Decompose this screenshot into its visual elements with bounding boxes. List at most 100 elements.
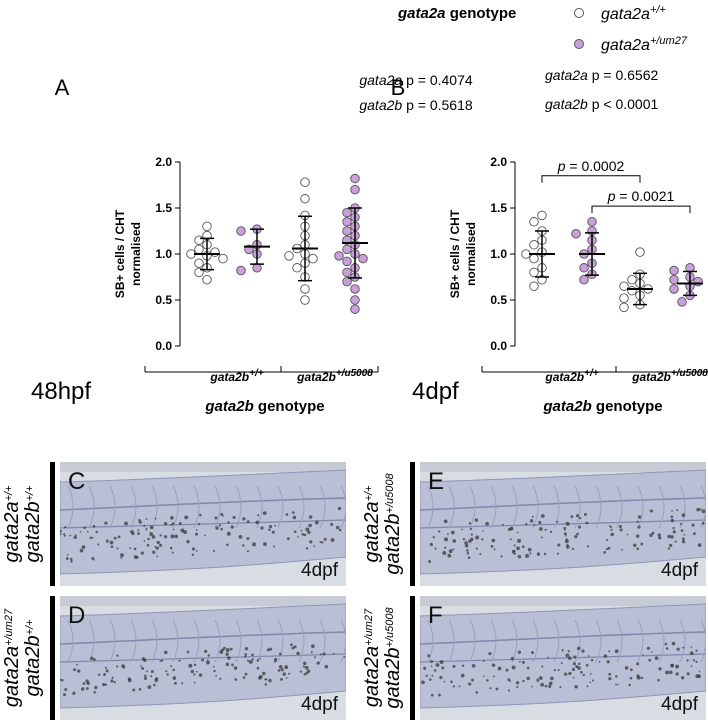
stained-cell bbox=[165, 670, 168, 673]
stained-cell bbox=[73, 535, 77, 540]
stained-cell bbox=[94, 685, 98, 690]
stained-cell bbox=[577, 666, 581, 670]
stained-cell bbox=[172, 528, 175, 531]
stained-cell bbox=[642, 654, 644, 656]
stained-cell bbox=[219, 650, 224, 654]
stained-cell bbox=[605, 548, 609, 551]
stained-cell bbox=[264, 678, 267, 681]
legend-label-1: gata2a+/um27 bbox=[601, 35, 688, 54]
stained-cell bbox=[145, 518, 148, 520]
stained-cell bbox=[587, 545, 590, 548]
stained-cell bbox=[439, 675, 443, 680]
legend-label-base: gata2a bbox=[601, 37, 650, 54]
somite bbox=[235, 485, 242, 529]
stained-cell bbox=[589, 681, 592, 684]
stained-cell bbox=[548, 681, 553, 686]
stained-cell bbox=[97, 673, 101, 676]
stained-cell bbox=[556, 520, 559, 523]
stained-cell bbox=[120, 553, 124, 558]
stained-cell bbox=[154, 517, 157, 520]
bracket-label-0: p = 0.0002 bbox=[557, 158, 625, 174]
stained-cell bbox=[640, 676, 644, 680]
somite bbox=[595, 619, 602, 663]
stained-cell bbox=[692, 532, 696, 536]
stained-cell bbox=[557, 543, 561, 547]
stained-cell bbox=[138, 687, 142, 691]
stained-cell bbox=[238, 534, 243, 539]
stained-cell bbox=[308, 523, 312, 528]
somite bbox=[553, 485, 560, 529]
stained-cell bbox=[536, 679, 540, 682]
stained-cell bbox=[285, 513, 289, 516]
stained-cell bbox=[153, 683, 156, 687]
stained-cell bbox=[93, 690, 96, 694]
stained-cell bbox=[568, 671, 572, 676]
data-point bbox=[693, 276, 703, 287]
data-point bbox=[342, 226, 352, 236]
series-3 bbox=[669, 263, 703, 307]
stained-cell bbox=[516, 685, 519, 689]
genotype-base: gata2b bbox=[382, 647, 404, 708]
stained-cell bbox=[124, 521, 128, 526]
somite bbox=[193, 485, 200, 529]
stained-cell bbox=[145, 527, 148, 530]
stained-cell bbox=[85, 687, 89, 690]
stained-cell bbox=[150, 670, 154, 673]
stained-cell bbox=[132, 688, 136, 692]
stained-cell bbox=[522, 679, 525, 683]
stained-cell bbox=[252, 542, 257, 547]
stained-cell bbox=[193, 663, 197, 667]
stained-cell bbox=[234, 678, 238, 681]
stained-cell bbox=[76, 669, 81, 673]
stained-cell bbox=[521, 660, 525, 664]
stained-cell bbox=[105, 669, 109, 673]
stained-cell bbox=[544, 528, 547, 531]
stained-cell bbox=[423, 666, 427, 670]
stained-cell bbox=[585, 521, 589, 525]
data-point bbox=[529, 217, 539, 227]
stained-cell bbox=[471, 678, 474, 682]
somite bbox=[700, 619, 706, 663]
stained-cell bbox=[242, 517, 246, 521]
somite bbox=[595, 485, 602, 529]
stained-cell bbox=[104, 666, 108, 669]
stained-cell bbox=[307, 530, 311, 535]
stained-cell bbox=[470, 533, 473, 536]
stained-cell bbox=[543, 552, 547, 556]
stat-gene: gata2a bbox=[359, 72, 402, 88]
stained-cell bbox=[681, 540, 686, 544]
stained-cell bbox=[183, 530, 187, 535]
image-top-band bbox=[60, 596, 346, 606]
panel-letter: B bbox=[391, 75, 406, 100]
stained-cell bbox=[147, 685, 152, 690]
somite bbox=[277, 485, 284, 529]
stained-cell bbox=[204, 649, 208, 654]
larva-image: 4dpf E bbox=[420, 462, 706, 586]
stained-cell bbox=[242, 676, 246, 679]
stained-cell bbox=[471, 663, 476, 668]
stained-cell bbox=[565, 521, 570, 526]
stained-cell bbox=[637, 515, 642, 519]
stained-cell bbox=[229, 647, 233, 651]
stained-cell bbox=[586, 685, 589, 688]
stained-cell bbox=[154, 545, 157, 548]
stained-cell bbox=[630, 668, 633, 672]
stained-cell bbox=[665, 647, 669, 650]
stained-cell bbox=[567, 650, 570, 653]
stained-cell bbox=[137, 532, 140, 535]
stained-cell bbox=[129, 547, 132, 550]
stained-cell bbox=[297, 536, 299, 538]
stained-cell bbox=[468, 682, 472, 686]
data-point bbox=[202, 221, 212, 232]
somite bbox=[340, 485, 346, 529]
stained-cell bbox=[429, 678, 432, 681]
stained-cell bbox=[93, 658, 96, 661]
stained-cell bbox=[433, 669, 437, 672]
stained-cell bbox=[266, 648, 270, 652]
stained-cell bbox=[574, 534, 578, 539]
stained-cell bbox=[572, 676, 575, 679]
somite bbox=[214, 485, 221, 529]
stained-cell bbox=[86, 530, 89, 533]
stained-cell bbox=[324, 664, 329, 669]
stained-cell bbox=[603, 551, 607, 554]
